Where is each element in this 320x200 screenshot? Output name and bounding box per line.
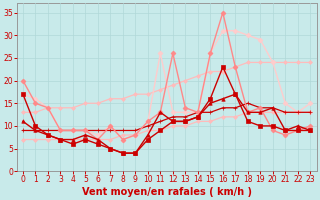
X-axis label: Vent moyen/en rafales ( km/h ): Vent moyen/en rafales ( km/h ) [82,187,252,197]
